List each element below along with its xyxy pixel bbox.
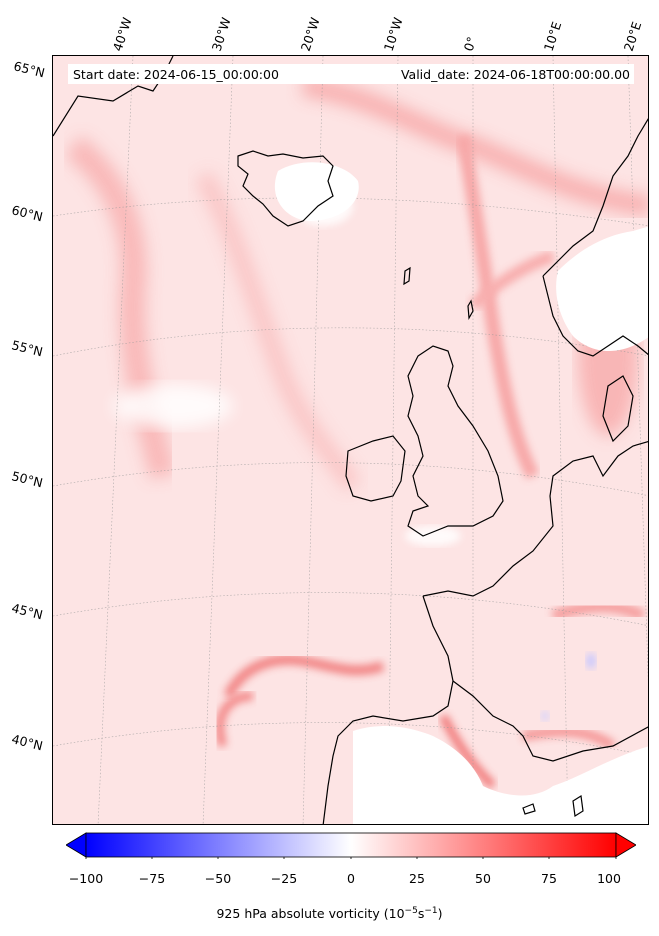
lon-line-10w	[387, 56, 399, 824]
colorbar-tick-label: 25	[409, 871, 425, 886]
norway-blank	[556, 226, 648, 351]
coast-shetland	[467, 299, 474, 320]
lon-label-10e: 10°E	[540, 19, 565, 53]
lon-label-30w: 30°W	[208, 15, 234, 53]
streak-iberia-south	[438, 713, 497, 790]
lon-line-40w	[97, 56, 134, 824]
lon-label-20w: 20°W	[297, 15, 323, 53]
coast-ireland	[345, 435, 406, 502]
colorbar-extend-left	[66, 832, 87, 858]
streak-mediterranean	[522, 726, 616, 751]
lat-line-40	[53, 722, 648, 756]
coast-france-iberia	[422, 440, 648, 597]
vorticity-map	[53, 56, 648, 824]
streak-east-vertical	[456, 134, 540, 480]
iceland-blank	[274, 162, 359, 221]
colorbar-tick-label: −100	[68, 871, 104, 886]
colorbar-title: 925 hPa absolute vorticity (10−5s−1)	[216, 906, 443, 922]
colorbar-extend-right	[615, 832, 636, 858]
coast-sardinia	[572, 794, 584, 818]
coast-norway-south	[542, 275, 648, 357]
map-panel	[52, 55, 649, 825]
negative-vorticity-spots	[541, 653, 596, 721]
coast-norway	[542, 118, 648, 277]
valid-date-label: Valid_date: 2024-06-18T00:00:00.00	[400, 67, 630, 82]
lon-label-10w: 10°W	[380, 15, 406, 53]
colorbar-ticks	[85, 857, 617, 859]
lon-line-10e	[552, 56, 569, 824]
map-header-strip	[68, 64, 634, 84]
coast-med	[452, 680, 648, 762]
negative-spot-med	[541, 711, 549, 721]
coastlines	[53, 56, 648, 824]
streak-north-band	[301, 76, 648, 216]
start-date-label: Start date: 2024-06-15_00:00:00	[73, 67, 279, 82]
negative-spot-alps	[586, 653, 596, 669]
lat-label-65n: 65°N	[12, 58, 47, 81]
lat-label-55n: 55°N	[10, 337, 45, 360]
coast-faroes	[403, 266, 411, 286]
coast-iceland	[237, 150, 334, 227]
lon-line-20e	[627, 56, 648, 682]
patch-atlantic	[113, 384, 233, 428]
lon-label-20e: 20°E	[620, 19, 645, 53]
lat-label-45n: 45°N	[10, 600, 45, 623]
colorbar-tick-label: −50	[204, 871, 232, 886]
lat-line-45	[53, 592, 648, 626]
colorbar-gradient	[85, 832, 617, 858]
colorbar-tick-label: 75	[541, 871, 557, 886]
lon-label-40w: 40°W	[109, 15, 135, 53]
patch-north-sea	[405, 526, 461, 546]
streak-biscay-loop	[215, 691, 254, 748]
coast-denmark	[602, 375, 634, 443]
streak-north-sea	[468, 250, 555, 311]
colorbar	[66, 832, 636, 859]
colorbar-tick-label: 0	[347, 871, 355, 886]
coast-balearic	[522, 803, 536, 815]
lon-line-30w	[202, 56, 234, 824]
lon-label-0: 0°	[460, 34, 480, 53]
colorbar-tick-label: −25	[270, 871, 298, 886]
lat-line-60	[53, 197, 648, 227]
lon-line-20w	[302, 56, 324, 824]
lat-label-40n: 40°N	[10, 731, 45, 754]
lat-line-50	[53, 462, 648, 496]
coast-great-britain	[407, 345, 504, 537]
colorbar-tick-label: 100	[597, 871, 621, 886]
lat-line-55	[53, 327, 648, 357]
colorbar-tick-label: −75	[138, 871, 166, 886]
colorbar-tick-label: 50	[475, 871, 491, 886]
streak-alps	[551, 600, 646, 622]
graticule	[53, 56, 648, 824]
lat-label-50n: 50°N	[10, 468, 45, 491]
streak-mid-arc	[195, 171, 361, 492]
streak-biscay-arc	[223, 654, 385, 699]
lat-label-60n: 60°N	[10, 202, 45, 225]
coast-biscay	[322, 595, 454, 824]
